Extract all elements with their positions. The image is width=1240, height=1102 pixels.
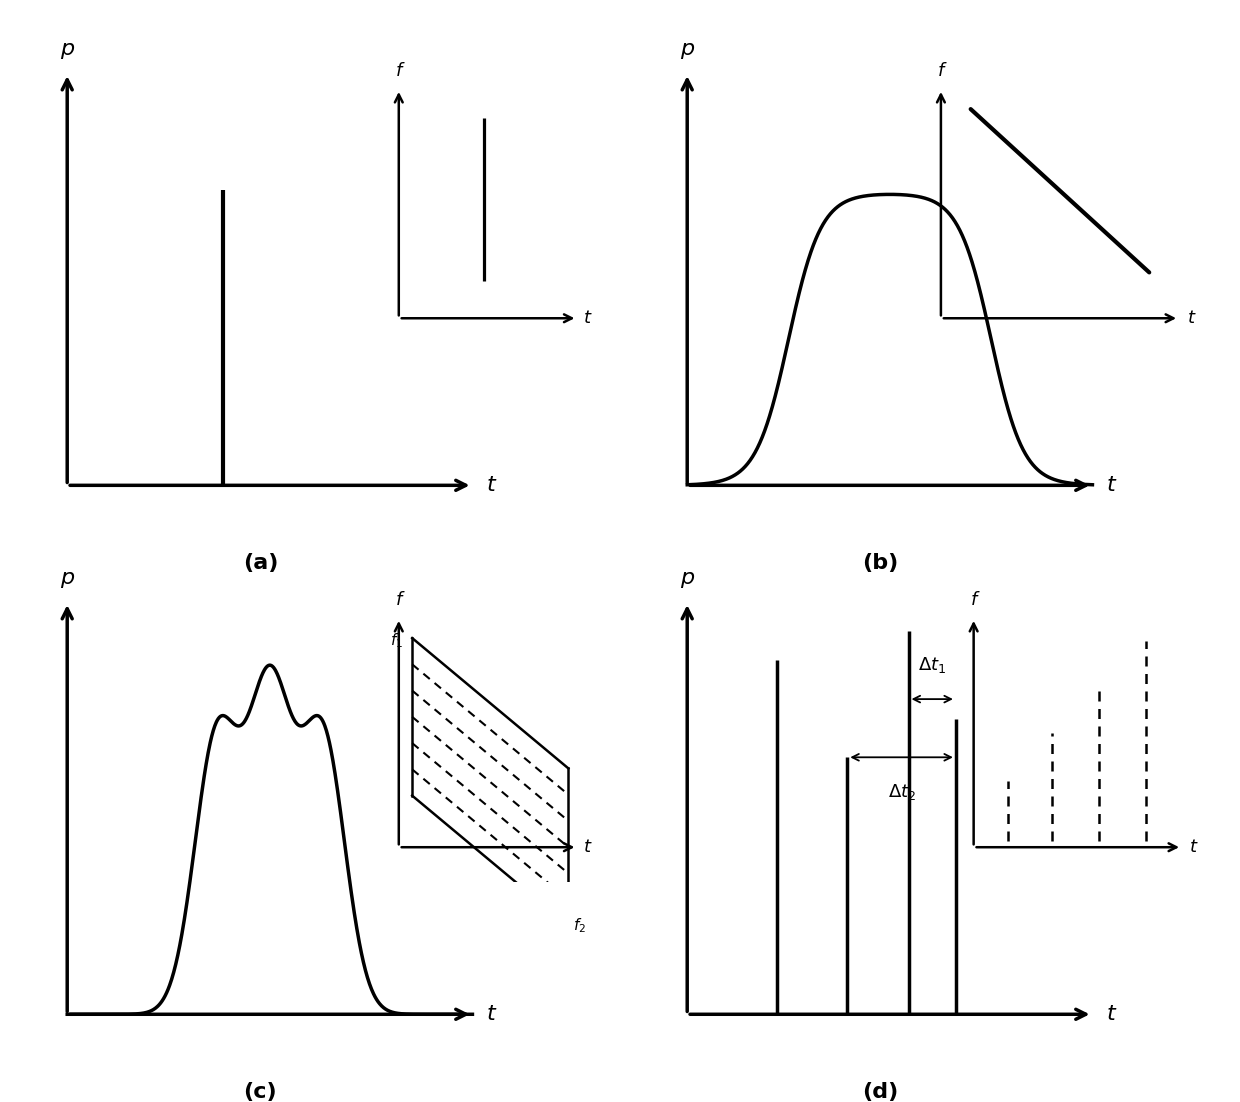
Text: t: t (584, 310, 591, 327)
Text: $f_1$: $f_1$ (391, 631, 403, 650)
Text: t: t (1188, 310, 1195, 327)
Text: (d): (d) (862, 1082, 899, 1102)
Text: (c): (c) (243, 1082, 278, 1102)
Text: t: t (584, 839, 591, 856)
Text: t: t (486, 1004, 495, 1024)
Text: f: f (937, 63, 944, 80)
Text: (b): (b) (862, 553, 899, 573)
Text: t: t (1190, 839, 1197, 856)
Text: f: f (971, 592, 977, 609)
Text: t: t (486, 475, 495, 495)
Text: p: p (681, 39, 694, 58)
Text: t: t (1106, 475, 1115, 495)
Text: $\Delta t_2$: $\Delta t_2$ (888, 781, 915, 801)
Text: $\Delta t_1$: $\Delta t_1$ (918, 655, 946, 674)
Text: p: p (61, 568, 74, 587)
Text: f: f (396, 592, 402, 609)
Text: f: f (396, 63, 402, 80)
Text: p: p (681, 568, 694, 587)
Text: $f_2$: $f_2$ (573, 917, 587, 936)
Text: p: p (61, 39, 74, 58)
Text: t: t (1106, 1004, 1115, 1024)
Text: (a): (a) (243, 553, 278, 573)
